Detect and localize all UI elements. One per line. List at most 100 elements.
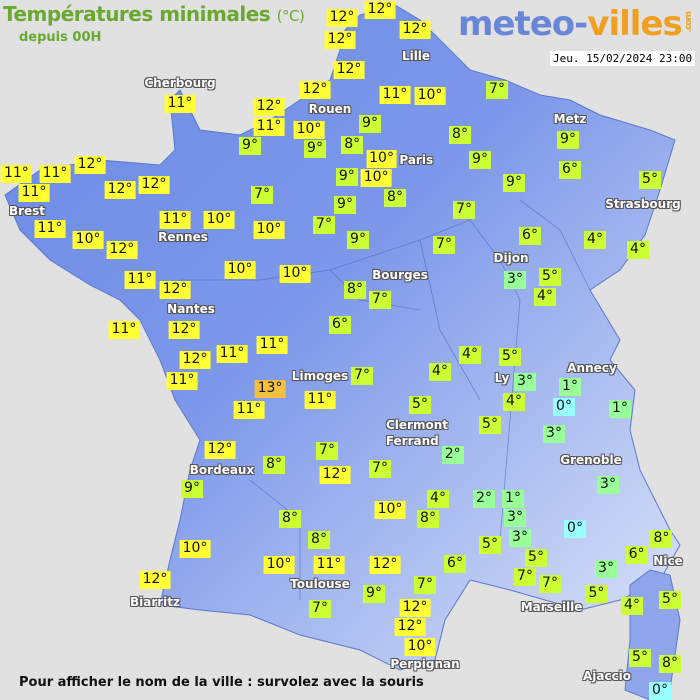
- temperature-marker[interactable]: 12°: [333, 61, 365, 79]
- temperature-marker[interactable]: 10°: [414, 87, 446, 105]
- temperature-marker[interactable]: 7°: [414, 576, 436, 594]
- temperature-marker[interactable]: 12°: [399, 21, 431, 39]
- temperature-marker[interactable]: 12°: [204, 441, 236, 459]
- temperature-marker[interactable]: 12°: [179, 351, 211, 369]
- temperature-marker[interactable]: 10°: [366, 149, 397, 168]
- temperature-marker[interactable]: 5°: [539, 267, 561, 286]
- temperature-marker[interactable]: 3°: [597, 476, 619, 494]
- temperature-marker[interactable]: 7°: [514, 568, 536, 587]
- temperature-marker[interactable]: 4°: [503, 392, 525, 411]
- temperature-marker[interactable]: 4°: [459, 346, 481, 364]
- temperature-marker[interactable]: 11°: [18, 184, 50, 203]
- temperature-marker[interactable]: 12°: [394, 618, 426, 636]
- temperature-marker[interactable]: 6°: [444, 555, 466, 573]
- temperature-marker[interactable]: 12°: [253, 97, 285, 116]
- temperature-marker[interactable]: 11°: [233, 401, 265, 419]
- temperature-marker[interactable]: 12°: [324, 31, 356, 49]
- temperature-marker[interactable]: 7°: [313, 216, 335, 234]
- temperature-marker[interactable]: 9°: [363, 585, 385, 603]
- temperature-marker[interactable]: 5°: [409, 396, 431, 414]
- temperature-marker[interactable]: 7°: [486, 81, 508, 99]
- temperature-marker[interactable]: 9°: [239, 136, 261, 155]
- temperature-marker[interactable]: 0°: [553, 398, 575, 416]
- temperature-marker[interactable]: 8°: [263, 456, 285, 474]
- temperature-marker[interactable]: 3°: [504, 509, 526, 528]
- temperature-marker[interactable]: 8°: [659, 655, 681, 673]
- temperature-marker[interactable]: 1°: [609, 400, 631, 418]
- temperature-marker[interactable]: 10°: [203, 211, 235, 229]
- temperature-marker[interactable]: 10°: [279, 265, 311, 283]
- temperature-marker[interactable]: 3°: [504, 271, 526, 289]
- temperature-marker[interactable]: 12°: [319, 466, 351, 484]
- temperature-marker[interactable]: 10°: [179, 540, 211, 558]
- temperature-marker[interactable]: 11°: [304, 391, 336, 409]
- temperature-marker[interactable]: 9°: [347, 231, 369, 249]
- temperature-marker[interactable]: 8°: [417, 510, 439, 528]
- temperature-marker[interactable]: 11°: [313, 556, 345, 574]
- temperature-marker[interactable]: 9°: [335, 168, 358, 186]
- temperature-marker[interactable]: 9°: [469, 151, 491, 169]
- temperature-marker[interactable]: 5°: [639, 171, 661, 189]
- temperature-marker[interactable]: 5°: [659, 591, 681, 609]
- temperature-marker[interactable]: 6°: [519, 227, 541, 245]
- temperature-marker[interactable]: 8°: [384, 189, 406, 208]
- temperature-marker[interactable]: 3°: [509, 528, 531, 547]
- temperature-marker[interactable]: 6°: [329, 316, 351, 334]
- temperature-marker[interactable]: 4°: [427, 490, 449, 508]
- temperature-marker[interactable]: 11°: [0, 165, 32, 184]
- meteo-villes-logo[interactable]: meteo-villes .com: [458, 4, 694, 44]
- temperature-marker[interactable]: 5°: [479, 416, 501, 434]
- temperature-marker[interactable]: 12°: [299, 81, 331, 99]
- temperature-marker[interactable]: 11°: [34, 219, 66, 238]
- temperature-marker[interactable]: 7°: [453, 201, 475, 219]
- temperature-marker[interactable]: 10°: [293, 121, 325, 139]
- temperature-marker[interactable]: 11°: [379, 86, 411, 104]
- temperature-marker[interactable]: 10°: [374, 501, 406, 519]
- temperature-marker[interactable]: 13°: [254, 380, 286, 398]
- temperature-marker[interactable]: 11°: [166, 372, 198, 390]
- temperature-marker[interactable]: 8°: [308, 531, 330, 549]
- temperature-marker[interactable]: 12°: [138, 176, 170, 194]
- temperature-marker[interactable]: 4°: [621, 597, 643, 615]
- temperature-marker[interactable]: 6°: [625, 546, 648, 564]
- temperature-marker[interactable]: 8°: [449, 126, 471, 144]
- temperature-marker[interactable]: 4°: [584, 231, 606, 249]
- temperature-marker[interactable]: 10°: [404, 638, 436, 656]
- temperature-marker[interactable]: 11°: [164, 95, 196, 113]
- temperature-marker[interactable]: 9°: [181, 480, 203, 498]
- temperature-marker[interactable]: 12°: [104, 181, 136, 199]
- temperature-marker[interactable]: 12°: [106, 241, 138, 259]
- temperature-marker[interactable]: 12°: [168, 321, 200, 339]
- temperature-marker[interactable]: 9°: [359, 115, 381, 133]
- temperature-marker[interactable]: 7°: [369, 291, 391, 309]
- temperature-marker[interactable]: 9°: [557, 131, 579, 149]
- temperature-marker[interactable]: 11°: [108, 321, 140, 339]
- temperature-marker[interactable]: 10°: [224, 261, 256, 279]
- temperature-marker[interactable]: 11°: [124, 271, 156, 289]
- temperature-marker[interactable]: 7°: [433, 236, 455, 254]
- temperature-marker[interactable]: 1°: [502, 490, 524, 508]
- temperature-marker[interactable]: 3°: [514, 372, 536, 391]
- temperature-marker[interactable]: 11°: [256, 336, 288, 354]
- temperature-marker[interactable]: 10°: [263, 556, 295, 574]
- temperature-marker[interactable]: 3°: [543, 425, 565, 443]
- temperature-marker[interactable]: 7°: [251, 186, 273, 204]
- temperature-marker[interactable]: 2°: [473, 490, 495, 508]
- temperature-marker[interactable]: 9°: [503, 174, 525, 192]
- temperature-marker[interactable]: 12°: [326, 9, 358, 27]
- temperature-marker[interactable]: 11°: [159, 211, 191, 229]
- temperature-marker[interactable]: 5°: [525, 548, 547, 567]
- temperature-marker[interactable]: 7°: [369, 460, 391, 478]
- temperature-marker[interactable]: 11°: [216, 345, 248, 363]
- temperature-marker[interactable]: 11°: [39, 165, 71, 184]
- temperature-marker[interactable]: 0°: [649, 681, 671, 700]
- temperature-marker[interactable]: 3°: [595, 560, 617, 578]
- temperature-marker[interactable]: 0°: [564, 520, 586, 538]
- temperature-marker[interactable]: 7°: [351, 367, 373, 385]
- temperature-marker[interactable]: 10°: [360, 169, 392, 188]
- temperature-marker[interactable]: 8°: [344, 281, 366, 299]
- temperature-marker[interactable]: 9°: [334, 196, 356, 214]
- temperature-marker[interactable]: 11°: [253, 117, 285, 136]
- temperature-marker[interactable]: 8°: [341, 136, 364, 154]
- temperature-marker[interactable]: 12°: [159, 281, 191, 299]
